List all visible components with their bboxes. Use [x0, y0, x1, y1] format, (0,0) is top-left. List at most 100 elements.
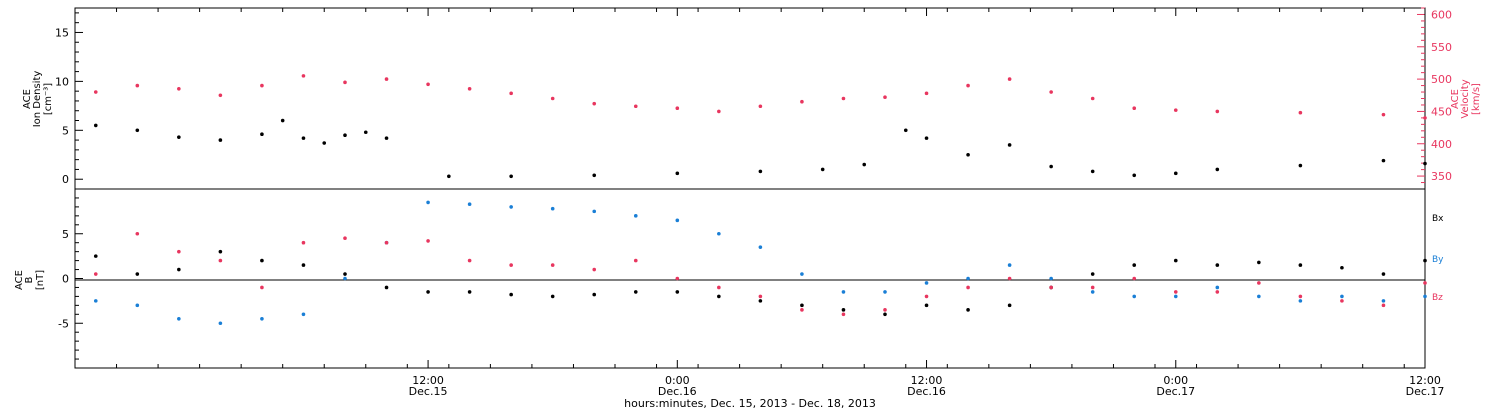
x-tick-date-label: Dec.17 — [1156, 385, 1195, 398]
top-data-point — [509, 91, 513, 96]
top-data-point — [550, 96, 555, 101]
bottom-data-point-bx — [1298, 263, 1303, 267]
bottom-data-point-bz — [1215, 290, 1220, 294]
bottom-data-point-bx — [1257, 260, 1261, 265]
top-left-tick-label: 15 — [55, 26, 69, 39]
bottom-data-point-bz — [260, 285, 264, 290]
bottom-data-point-by — [1132, 294, 1137, 299]
top-data-point — [903, 128, 908, 133]
top-data-point — [1132, 173, 1137, 178]
top-left-tick-label: 5 — [62, 124, 69, 137]
bottom-data-point-bz — [509, 263, 513, 267]
x-tick-time-label: 12:00 — [412, 374, 444, 387]
bottom-data-point-bx — [467, 290, 472, 294]
top-data-point — [93, 123, 98, 128]
top-data-point — [447, 174, 451, 179]
bottom-data-point-by — [924, 281, 929, 285]
bottom-data-point-by — [135, 303, 140, 308]
x-tick-date-label: Dec.15 — [409, 385, 448, 398]
bottom-data-point-by — [426, 200, 430, 205]
top-data-point — [924, 136, 929, 140]
bottom-data-point-bz — [135, 231, 140, 236]
top-data-point — [1007, 143, 1012, 147]
bottom-data-point-bx — [883, 312, 887, 317]
top-data-point — [384, 77, 389, 81]
bottom-data-point-bx — [966, 308, 970, 312]
bottom-ylabel-line-3: [nT] — [35, 270, 46, 290]
bottom-data-point-bx — [633, 290, 638, 294]
bottom-data-point-by — [1049, 276, 1053, 281]
bottom-data-point-by — [758, 245, 763, 249]
bottom-data-point-by — [509, 205, 513, 209]
bottom-data-point-by — [177, 316, 181, 321]
bottom-data-point-bx — [426, 290, 430, 294]
top-data-point — [135, 83, 140, 88]
bottom-data-point-bz — [1049, 285, 1053, 290]
legend-bz: Bz — [1432, 293, 1443, 303]
top-data-point — [177, 135, 181, 139]
top-data-point — [260, 83, 264, 88]
bottom-data-point-by — [1298, 299, 1303, 303]
bottom-data-point-by — [93, 299, 98, 303]
top-ylabel-line-1: ACE — [22, 89, 33, 109]
bottom-data-point-bx — [675, 290, 680, 294]
top-data-point — [924, 91, 929, 96]
top-right-tick-label: 600 — [1431, 8, 1452, 21]
top-left-axis: 0 5 10 15 — [55, 12, 83, 190]
top-data-point — [883, 95, 887, 100]
top-data-point — [301, 136, 306, 140]
bottom-data-point-bz — [717, 285, 721, 290]
top-data-point — [384, 136, 389, 140]
bottom-data-point-by — [883, 290, 887, 294]
bottom-data-point-bz — [218, 258, 223, 263]
top-data-point — [1381, 158, 1386, 163]
bottom-data-point-bx — [135, 272, 140, 276]
bottom-data-point-bx — [93, 254, 98, 258]
bottom-data-point-by — [675, 218, 680, 223]
b-legend: Bx By Bz — [1432, 214, 1444, 303]
bottom-data-point-bx — [1340, 265, 1344, 270]
bottom-data-point-bx — [1423, 258, 1427, 263]
bottom-data-point-bx — [1007, 303, 1012, 308]
bottom-data-point-bz — [343, 236, 347, 241]
top-right-axis: 350 400 450 500 550 600 — [1417, 7, 1452, 183]
bottom-data-point-bx — [592, 292, 597, 297]
bottom-data-point-bz — [1423, 281, 1427, 285]
top-data-point — [301, 74, 306, 78]
top-data-point — [363, 130, 368, 135]
bottom-data-point-by — [1257, 294, 1261, 299]
top-left-tick-label: 10 — [55, 75, 69, 88]
top-data-point — [1090, 96, 1095, 101]
bottom-left-tick-label: 0 — [62, 273, 69, 286]
bottom-data-point-bx — [343, 272, 347, 276]
top-data-point — [135, 128, 140, 133]
top-right-tick-label: 450 — [1431, 105, 1452, 118]
top-right-tick-label: 400 — [1431, 138, 1452, 151]
bottom-data-point-bx — [758, 299, 763, 303]
top-data-point — [467, 87, 472, 91]
x-tick-date-label: Dec.16 — [907, 385, 946, 398]
bottom-data-point-bz — [800, 308, 804, 312]
bottom-panel-frame — [74, 188, 1426, 369]
top-data-point — [322, 141, 327, 145]
top-data-point — [717, 109, 721, 114]
legend-by: By — [1432, 255, 1444, 265]
top-data-point — [218, 138, 223, 142]
bottom-data-point-by — [301, 312, 306, 317]
bottom-data-point-bx — [1381, 272, 1386, 276]
bottom-panel-points — [93, 200, 1427, 326]
bottom-left-axis: -5 0 5 — [58, 197, 83, 360]
bottom-data-point-bz — [1257, 281, 1261, 285]
bottom-left-tick-label: 5 — [62, 228, 69, 241]
bottom-data-point-by — [1340, 294, 1344, 299]
top-data-point — [1423, 116, 1427, 120]
bottom-data-point-by — [633, 214, 638, 218]
x-tick-date-label: Dec.17 — [1406, 385, 1445, 398]
bottom-data-point-bx — [841, 308, 846, 312]
top-data-point — [1049, 90, 1053, 94]
x-axis: 12:00Dec.150:00Dec.1612:00Dec.160:00Dec.… — [116, 8, 1445, 398]
bottom-data-point-bx — [218, 249, 223, 254]
bottom-data-point-bx — [717, 294, 721, 299]
bottom-data-point-bx — [301, 263, 306, 267]
